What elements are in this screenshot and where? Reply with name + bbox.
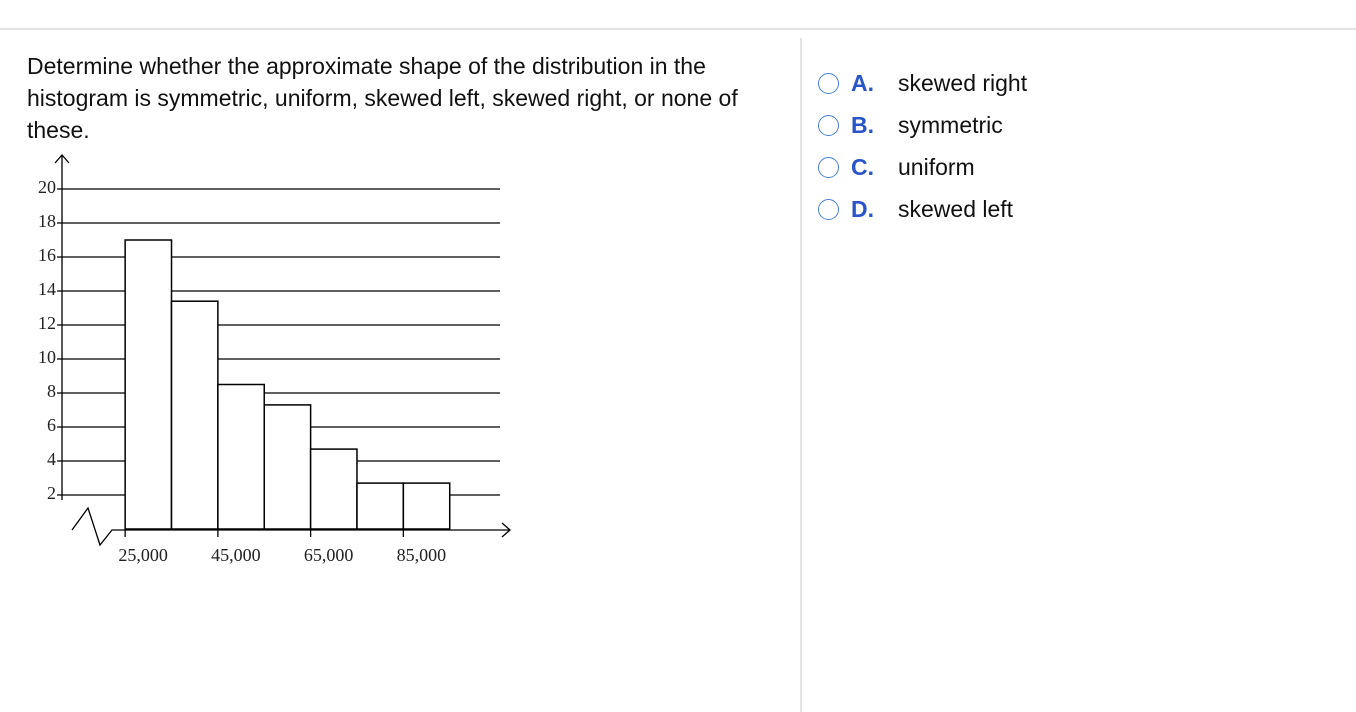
y-tick-label: 8 — [47, 381, 56, 401]
axis-break — [71, 506, 510, 547]
bar — [263, 404, 312, 530]
answer-option[interactable]: A. skewed right — [818, 68, 1027, 98]
bar — [124, 239, 173, 530]
x-tick-label: 45,000 — [211, 545, 261, 565]
histogram: 2 4 6 8 10 12 14 16 18 20 25,000 45,000 65,000 85,000 — [38, 154, 511, 565]
radio-button[interactable] — [818, 114, 839, 136]
x-tick-label: 85,000 — [397, 545, 447, 565]
y-tick-label: 6 — [47, 415, 56, 435]
x-tick-label: 65,000 — [304, 545, 354, 565]
bar — [402, 482, 451, 530]
radio-button[interactable] — [818, 72, 839, 94]
option-text: skewed left — [898, 195, 1014, 222]
answer-option[interactable]: C. uniform — [818, 152, 975, 182]
x-tick-label: 25,000 — [118, 545, 168, 565]
bar — [170, 300, 219, 530]
option-letter: C. — [851, 153, 874, 180]
answer-option[interactable]: D. skewed left — [818, 194, 1013, 224]
answer-option[interactable]: B. symmetric — [818, 110, 1003, 140]
option-text: uniform — [898, 153, 975, 180]
question-text: Determine whether the approximate shape … — [27, 53, 738, 143]
radio-button[interactable] — [818, 156, 839, 178]
y-tick-label: 18 — [38, 211, 56, 231]
y-axis-arrow — [54, 154, 70, 164]
bar — [217, 383, 265, 530]
option-text: skewed right — [898, 69, 1028, 96]
option-text: symmetric — [898, 111, 1003, 138]
option-letter: D. — [851, 195, 874, 222]
y-tick-label: 2 — [47, 483, 56, 503]
y-tick-label: 16 — [38, 245, 56, 265]
bar — [309, 448, 358, 530]
y-tick-label: 10 — [38, 347, 56, 367]
x-axis-arrow — [501, 522, 511, 538]
y-tick-label: 12 — [38, 313, 56, 333]
y-tick-label: 4 — [47, 449, 56, 469]
bar — [356, 482, 405, 530]
option-letter: A. — [851, 69, 874, 96]
radio-button[interactable] — [818, 198, 839, 220]
divider — [800, 38, 802, 712]
top-border — [0, 28, 1356, 30]
y-tick-label: 14 — [38, 279, 56, 299]
y-tick-label: 20 — [38, 177, 56, 197]
option-letter: B. — [851, 111, 874, 138]
